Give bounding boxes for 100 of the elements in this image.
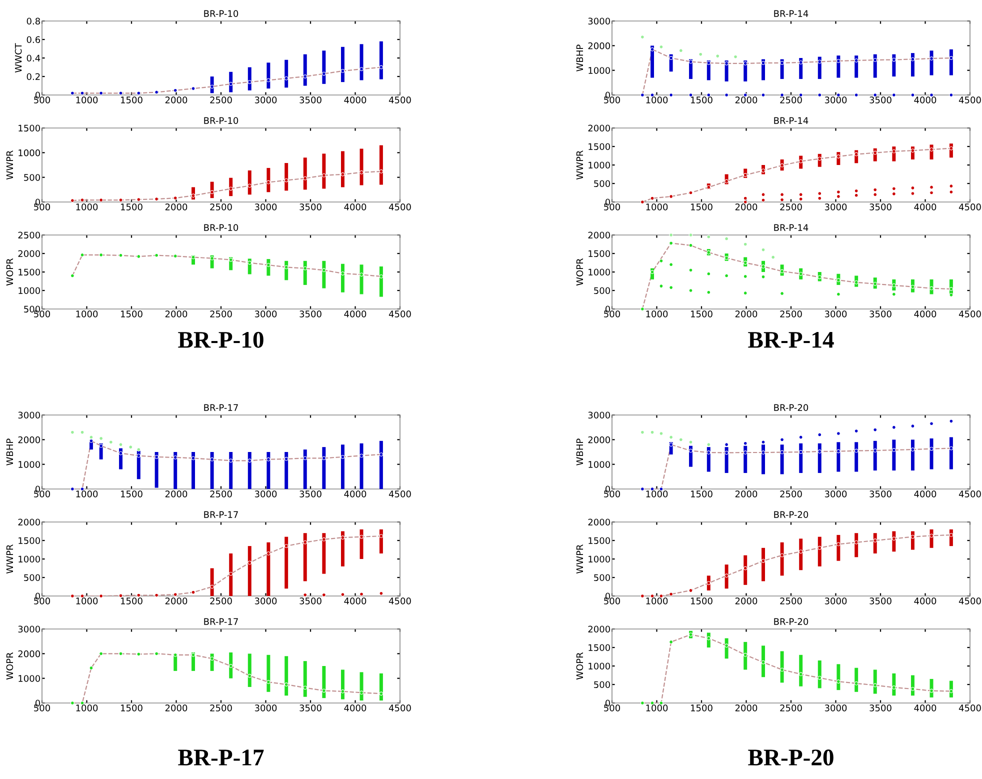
point (669, 592, 674, 596)
x-tick-label: 3000 (824, 204, 847, 210)
point (798, 672, 803, 676)
y-tick-label: 0 (35, 198, 40, 206)
point (136, 454, 141, 458)
point (743, 652, 748, 657)
y-axis-title: WWPR (576, 150, 583, 180)
point (706, 450, 711, 454)
x-tick-label: 4000 (914, 490, 936, 498)
chart-title: BR-P-17 (204, 511, 238, 518)
x-tick-label: 1500 (121, 204, 142, 210)
point (836, 292, 840, 296)
x-tick-label: 2000 (165, 310, 188, 318)
point (761, 60, 766, 65)
point (303, 686, 308, 690)
chart-title: BR-P-20 (774, 511, 808, 518)
point (266, 551, 270, 556)
x-tick-label: 4500 (958, 704, 981, 712)
point (669, 233, 674, 237)
point (761, 168, 766, 173)
y-axis-title: WOPR (6, 652, 14, 680)
point (284, 544, 288, 548)
point (136, 448, 141, 452)
y-tick-label: 1000 (588, 67, 610, 74)
x-tick-label: 2500 (210, 704, 232, 712)
x-tick-label: 1000 (76, 204, 98, 210)
point (836, 278, 840, 282)
point (910, 534, 915, 539)
point (118, 253, 123, 258)
point (798, 450, 803, 454)
y-tick-label: 500 (594, 180, 610, 188)
x-tick-label: 4000 (914, 96, 936, 104)
point (669, 286, 674, 290)
point (892, 685, 896, 690)
x-tick-label: 3500 (300, 598, 322, 604)
point (659, 258, 664, 263)
line-series (72, 170, 382, 202)
point (761, 264, 766, 268)
point (340, 454, 345, 459)
point (910, 192, 915, 196)
point (136, 593, 141, 598)
x-tick-label: 2500 (210, 310, 232, 318)
y-axis-title: WWPR (576, 544, 583, 574)
point (154, 593, 159, 598)
point (136, 91, 141, 96)
point (303, 456, 308, 460)
point (340, 68, 345, 73)
y-tick-label: 0 (605, 198, 610, 206)
point (930, 56, 934, 60)
x-tick-label: 1000 (76, 310, 98, 318)
x-tick-label: 4500 (388, 204, 411, 210)
x-tick-label: 4500 (388, 704, 411, 712)
chart-title: BR-P-14 (774, 224, 808, 231)
point (724, 179, 729, 184)
point (340, 536, 345, 540)
point (210, 84, 214, 89)
point (780, 163, 784, 168)
point (322, 72, 326, 76)
point (118, 652, 123, 656)
point (669, 640, 674, 644)
x-tick-label: 1500 (121, 310, 142, 318)
x-tick-label: 4000 (914, 704, 936, 712)
x-tick-label: 4500 (388, 310, 411, 318)
x-tick-label: 2000 (735, 704, 758, 712)
y-axis-title: WBHP (576, 44, 583, 72)
point (892, 58, 896, 62)
point (688, 288, 693, 292)
point (949, 190, 954, 194)
point (930, 688, 934, 693)
point (669, 93, 674, 97)
x-tick-label: 1500 (691, 96, 712, 104)
point (818, 275, 822, 280)
point (154, 197, 159, 202)
point (724, 61, 729, 66)
point (640, 200, 644, 204)
point (688, 268, 693, 272)
point (724, 644, 729, 648)
x-tick-label: 1000 (646, 204, 668, 210)
point (706, 581, 711, 586)
point (798, 550, 803, 554)
point (743, 196, 748, 200)
point (669, 262, 674, 267)
y-axis-title: WBHP (6, 438, 13, 466)
y-tick-label: 2000 (588, 436, 610, 444)
point (743, 61, 748, 66)
point (780, 291, 784, 296)
y-tick-label: 3000 (18, 626, 40, 633)
point (706, 636, 711, 640)
point (818, 450, 822, 454)
point (949, 184, 954, 188)
text: BR-P-17 (178, 750, 264, 766)
point (173, 455, 178, 460)
point (136, 254, 141, 258)
y-tick-label: 0.4 (26, 54, 40, 62)
y-tick-label: 0 (605, 700, 610, 707)
point (910, 424, 915, 428)
point (743, 441, 748, 446)
x-tick-label: 2000 (735, 598, 758, 604)
point (379, 534, 384, 538)
point (892, 448, 896, 452)
